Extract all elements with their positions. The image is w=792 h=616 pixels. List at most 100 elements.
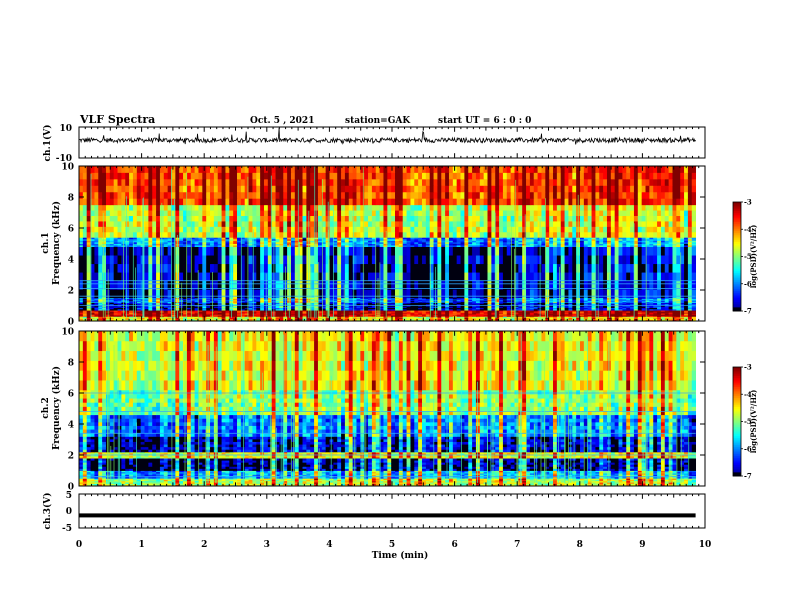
spectrogram-cell	[214, 264, 218, 273]
spectrogram-cell	[383, 289, 387, 298]
spectrogram-cell	[237, 289, 241, 298]
spectrogram-cell	[449, 247, 453, 256]
spectrogram-cell	[410, 272, 414, 281]
spectrogram-cell	[649, 272, 653, 281]
spectrogram-cell	[187, 247, 191, 256]
spectrogram-cell	[164, 247, 168, 256]
spectrogram-cell	[407, 247, 411, 256]
spectrogram-cell	[649, 255, 653, 264]
spectrogram-cell	[449, 264, 453, 273]
spectrogram-cell	[222, 255, 226, 264]
spectrogram-cell	[518, 264, 522, 273]
spectrogram-cell	[657, 255, 661, 264]
spectrogram-cell	[649, 264, 653, 273]
spectrogram-cell	[669, 289, 673, 298]
spectrogram-cell	[195, 255, 199, 264]
spectrogram-cell	[125, 247, 129, 256]
ch1-spectrogram-image	[79, 166, 696, 321]
spectrogram-cell	[233, 247, 237, 256]
spectrogram-cell	[472, 289, 476, 298]
spectrogram-cell	[337, 289, 341, 298]
spectrogram-cell	[368, 255, 372, 264]
spectrogram-cell	[83, 264, 87, 273]
spectrogram-cell	[453, 264, 457, 273]
spectrogram-cell	[310, 255, 314, 264]
spectrogram-cell	[584, 247, 588, 256]
spectrogram-cell	[102, 289, 106, 298]
spectrogram-cell	[672, 255, 676, 264]
spectrogram-cell	[580, 255, 584, 264]
spectrogram-cell	[642, 289, 646, 298]
spectrogram-cell	[557, 272, 561, 281]
spectrogram-cell	[553, 255, 557, 264]
spectrogram-cell	[676, 272, 680, 281]
spectrogram-cell	[399, 289, 403, 298]
spectrogram-cell	[464, 264, 468, 273]
spectrogram-cell	[453, 289, 457, 298]
spectrogram-cell	[622, 247, 626, 256]
spectrogram-cell	[657, 289, 661, 298]
spectrogram-cell	[507, 264, 511, 273]
spectrogram-cell	[171, 247, 175, 256]
spectrogram-cell	[461, 255, 465, 264]
spectrogram-cell	[503, 272, 507, 281]
spectrogram-cell	[437, 247, 441, 256]
spectrogram-cell	[318, 247, 322, 256]
spectrogram-cell	[661, 264, 665, 273]
spectrogram-cell	[611, 247, 615, 256]
spectrogram-cell	[638, 289, 642, 298]
spectrogram-cell	[522, 255, 526, 264]
spectrogram-cell	[422, 264, 426, 273]
spectrogram-cell	[414, 272, 418, 281]
spectrogram-cell	[403, 289, 407, 298]
spectrogram-cell	[395, 255, 399, 264]
spectrogram-cell	[391, 247, 395, 256]
spectrogram-cell	[661, 255, 665, 264]
spectrogram-cell	[206, 255, 210, 264]
spectrogram-cell	[279, 289, 283, 298]
spectrogram-cell	[395, 289, 399, 298]
spectrogram-cell	[688, 264, 692, 273]
spectrogram-cell	[426, 272, 430, 281]
spectrogram-cell	[118, 255, 122, 264]
spectrogram-cell	[565, 289, 569, 298]
spectrogram-cell	[692, 289, 696, 298]
spectrogram-cell	[588, 264, 592, 273]
spectrogram-cell	[437, 255, 441, 264]
spectrogram-cell	[156, 289, 160, 298]
spectrogram-cell	[476, 264, 480, 273]
spectrogram-cell	[256, 247, 260, 256]
spectrogram-cell	[353, 289, 357, 298]
spectrogram-cell	[395, 264, 399, 273]
spectrogram-cell	[399, 247, 403, 256]
spectrogram-cell	[665, 255, 669, 264]
spectrogram-cell	[164, 264, 168, 273]
spectrogram-cell	[603, 272, 607, 281]
spectrogram-cell	[426, 264, 430, 273]
spectrogram-cell	[380, 247, 384, 256]
spectrogram-cell	[364, 289, 368, 298]
spectrogram-cell	[572, 264, 576, 273]
spectrogram-cell	[106, 247, 110, 256]
spectrogram-cell	[522, 264, 526, 273]
spectrogram-cell	[225, 289, 229, 298]
spectrogram-cell	[580, 272, 584, 281]
spectrogram-cell	[476, 255, 480, 264]
spectrogram-cell	[599, 255, 603, 264]
spectrogram-cell	[114, 264, 118, 273]
spectrogram-cell	[407, 255, 411, 264]
spectrogram-cell	[557, 264, 561, 273]
spectrogram-cell	[137, 289, 141, 298]
spectrogram-cell	[198, 247, 202, 256]
spectrogram-cell	[526, 255, 530, 264]
spectrogram-cell	[626, 272, 630, 281]
spectrogram-cell	[364, 255, 368, 264]
spectrogram-cell	[237, 247, 241, 256]
spectrogram-cell	[588, 272, 592, 281]
ch1-waveform-panel: 10 -10 ch.1(V)	[42, 124, 705, 164]
spectrogram-cell	[152, 272, 156, 281]
spectrogram-cell	[403, 264, 407, 273]
spectrogram-cell	[187, 264, 191, 273]
spectrogram-cell	[449, 272, 453, 281]
spectrogram-cell	[572, 247, 576, 256]
